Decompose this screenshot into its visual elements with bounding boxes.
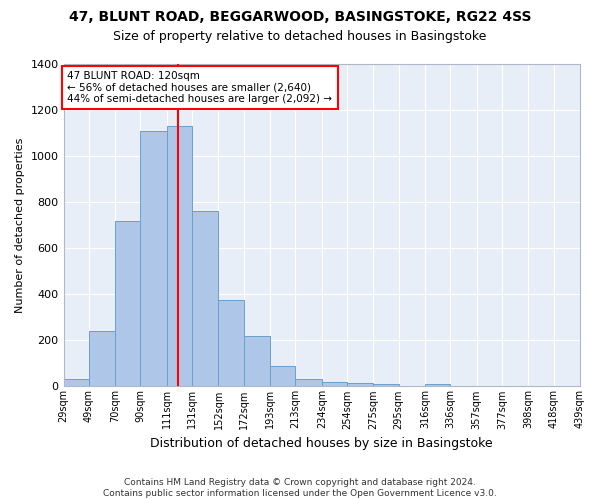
Bar <box>244 336 270 386</box>
Bar <box>373 384 398 386</box>
X-axis label: Distribution of detached houses by size in Basingstoke: Distribution of detached houses by size … <box>151 437 493 450</box>
Text: Contains HM Land Registry data © Crown copyright and database right 2024.
Contai: Contains HM Land Registry data © Crown c… <box>103 478 497 498</box>
Text: 47, BLUNT ROAD, BEGGARWOOD, BASINGSTOKE, RG22 4SS: 47, BLUNT ROAD, BEGGARWOOD, BASINGSTOKE,… <box>69 10 531 24</box>
Text: Size of property relative to detached houses in Basingstoke: Size of property relative to detached ho… <box>113 30 487 43</box>
Bar <box>322 382 347 386</box>
Y-axis label: Number of detached properties: Number of detached properties <box>15 138 25 313</box>
Bar <box>270 366 295 386</box>
Bar <box>192 212 218 386</box>
Bar <box>347 383 373 386</box>
Bar <box>218 300 244 386</box>
Bar <box>140 131 167 386</box>
Bar <box>64 380 89 386</box>
Bar <box>89 331 115 386</box>
Bar <box>167 126 192 386</box>
Bar <box>115 220 140 386</box>
Bar <box>295 380 322 386</box>
Text: 47 BLUNT ROAD: 120sqm
← 56% of detached houses are smaller (2,640)
44% of semi-d: 47 BLUNT ROAD: 120sqm ← 56% of detached … <box>67 71 332 104</box>
Bar <box>425 384 450 386</box>
